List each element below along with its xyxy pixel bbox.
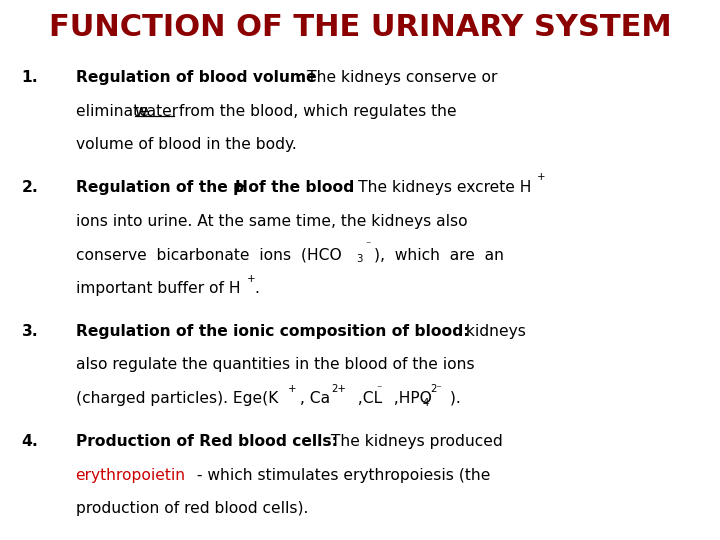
Text: ),  which  are  an: ), which are an bbox=[374, 247, 504, 262]
Text: - which stimulates erythropoiesis (the: - which stimulates erythropoiesis (the bbox=[192, 468, 490, 483]
Text: The kidneys produced: The kidneys produced bbox=[326, 434, 503, 449]
Text: ,HPO: ,HPO bbox=[384, 391, 431, 406]
Text: Regulation of the p: Regulation of the p bbox=[76, 180, 244, 195]
Text: H: H bbox=[235, 180, 248, 195]
Text: production of red blood cells).: production of red blood cells). bbox=[76, 501, 308, 516]
Text: .: . bbox=[254, 281, 259, 296]
Text: also regulate the quantities in the blood of the ions: also regulate the quantities in the bloo… bbox=[76, 357, 474, 373]
Text: water: water bbox=[135, 104, 179, 119]
Text: Regulation of blood volume: Regulation of blood volume bbox=[76, 70, 316, 85]
Text: conserve  bicarbonate  ions  (HCO: conserve bicarbonate ions (HCO bbox=[76, 247, 341, 262]
Text: erythropoietin: erythropoietin bbox=[76, 468, 186, 483]
Text: , Ca: , Ca bbox=[295, 391, 330, 406]
Text: ions into urine. At the same time, the kidneys also: ions into urine. At the same time, the k… bbox=[76, 214, 467, 229]
Text: from the blood, which regulates the: from the blood, which regulates the bbox=[174, 104, 457, 119]
Text: ,CL: ,CL bbox=[348, 391, 382, 406]
Text: 3: 3 bbox=[356, 254, 363, 265]
Text: 2+: 2+ bbox=[331, 384, 346, 394]
Text: (charged particles). Ege(K: (charged particles). Ege(K bbox=[76, 391, 278, 406]
Text: : The kidneys excrete H: : The kidneys excrete H bbox=[348, 180, 531, 195]
Text: FUNCTION OF THE URINARY SYSTEM: FUNCTION OF THE URINARY SYSTEM bbox=[49, 14, 671, 43]
Text: 1.: 1. bbox=[22, 70, 38, 85]
Text: 2.: 2. bbox=[22, 180, 38, 195]
Text: 4.: 4. bbox=[22, 434, 38, 449]
Text: +: + bbox=[288, 384, 297, 394]
Text: volume of blood in the body.: volume of blood in the body. bbox=[76, 137, 297, 152]
Text: Production of Red blood cells:: Production of Red blood cells: bbox=[76, 434, 338, 449]
Text: ⁻: ⁻ bbox=[377, 384, 382, 394]
Text: kidneys: kidneys bbox=[461, 324, 526, 339]
Text: eliminate: eliminate bbox=[76, 104, 153, 119]
Text: ).: ). bbox=[445, 391, 461, 406]
Text: of the blood: of the blood bbox=[243, 180, 354, 195]
Text: ⁻: ⁻ bbox=[365, 240, 370, 251]
Text: important buffer of H: important buffer of H bbox=[76, 281, 240, 296]
Text: Regulation of the ionic composition of blood:: Regulation of the ionic composition of b… bbox=[76, 324, 469, 339]
Text: : The kidneys conserve or: : The kidneys conserve or bbox=[297, 70, 498, 85]
Text: 4: 4 bbox=[423, 398, 429, 408]
Text: 2⁻: 2⁻ bbox=[431, 384, 442, 394]
Text: 3.: 3. bbox=[22, 324, 38, 339]
Text: +: + bbox=[536, 172, 545, 182]
Text: +: + bbox=[247, 274, 256, 284]
